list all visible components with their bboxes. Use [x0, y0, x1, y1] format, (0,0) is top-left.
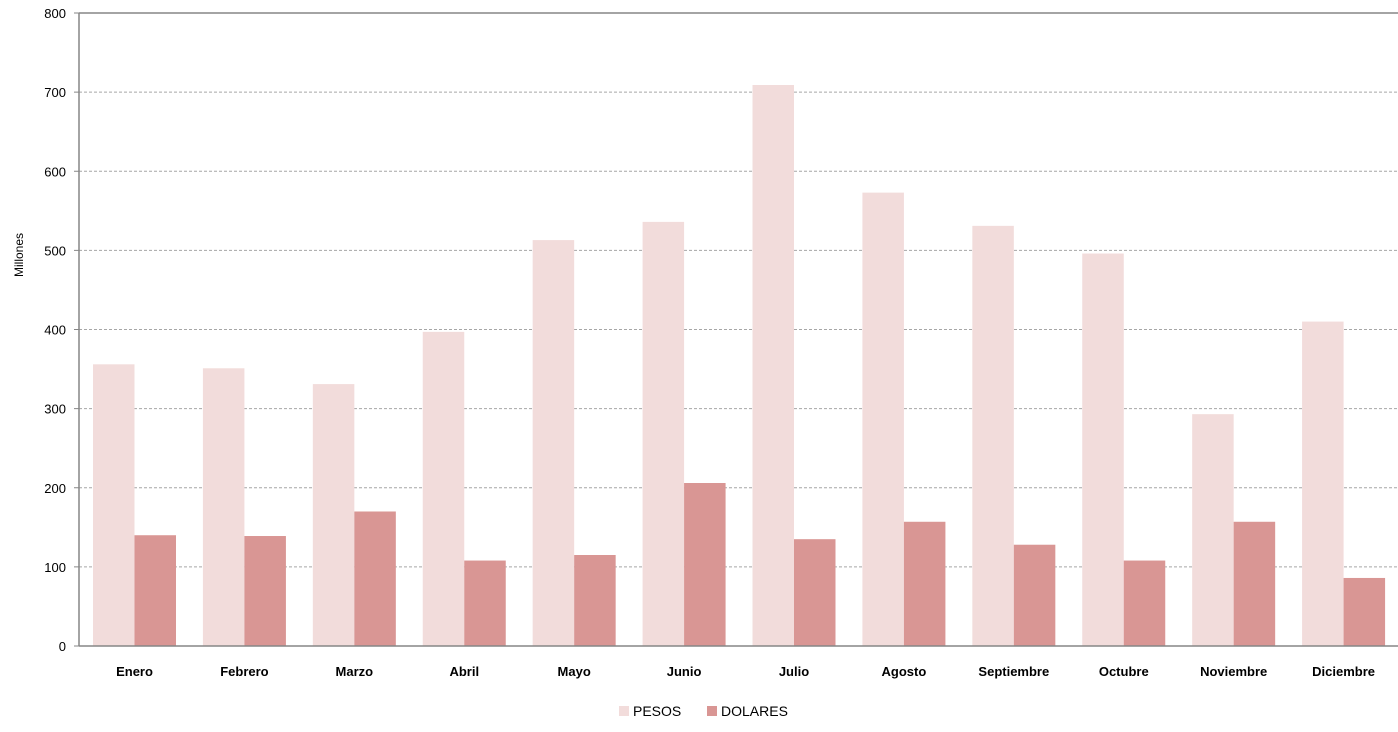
- bar-dolares-noviembre: [1233, 521, 1276, 646]
- bar-dolares-febrero: [244, 536, 286, 646]
- x-tick-label: Febrero: [220, 664, 268, 679]
- x-tick-label: Julio: [779, 664, 809, 679]
- x-tick-label: Mayo: [558, 664, 591, 679]
- bar-dolares-mayo: [574, 555, 616, 646]
- x-tick-label: Marzo: [336, 664, 374, 679]
- bar-dolares-marzo: [354, 511, 396, 646]
- legend-label-dolares: DOLARES: [721, 703, 788, 719]
- bar-pesos-diciembre: [1302, 321, 1344, 646]
- x-tick-label: Diciembre: [1312, 664, 1375, 679]
- bar-pesos-noviembre: [1192, 414, 1234, 646]
- legend-swatch-pesos: [619, 706, 629, 716]
- bar-dolares-octubre: [1123, 560, 1166, 646]
- bar-pesos-febrero: [202, 368, 245, 646]
- x-tick-label: Septiembre: [978, 664, 1049, 679]
- y-tick-label: 100: [44, 560, 66, 575]
- bar-dolares-abril: [464, 560, 506, 646]
- y-tick-label: 800: [44, 6, 66, 21]
- bar-pesos-agosto: [862, 192, 904, 646]
- bar-dolares-diciembre: [1343, 577, 1386, 646]
- x-tick-label: Agosto: [882, 664, 927, 679]
- bar-pesos-junio: [642, 221, 685, 646]
- x-tick-label: Junio: [667, 664, 702, 679]
- bar-dolares-junio: [684, 483, 726, 646]
- legend: PESOS DOLARES: [619, 703, 788, 719]
- y-tick-label: 700: [44, 85, 66, 100]
- y-tick-label: 300: [44, 402, 66, 417]
- y-tick-label: 200: [44, 481, 66, 496]
- legend-swatch-dolares: [707, 706, 717, 716]
- bar-pesos-abril: [422, 331, 465, 646]
- bar-dolares-julio: [794, 539, 836, 646]
- y-tick-label: 500: [44, 243, 66, 258]
- bar-pesos-enero: [93, 364, 135, 646]
- bar-pesos-septiembre: [972, 225, 1014, 646]
- y-tick-label: 600: [44, 164, 66, 179]
- bar-dolares-enero: [134, 535, 176, 646]
- bar-pesos-octubre: [1082, 253, 1124, 647]
- x-tick-label: Noviembre: [1200, 664, 1267, 679]
- bar-pesos-marzo: [312, 384, 355, 646]
- x-tick-label: Enero: [116, 664, 153, 679]
- x-tick-label: Abril: [449, 664, 479, 679]
- bar-pesos-julio: [752, 85, 794, 646]
- axes: [74, 12, 1398, 647]
- y-axis-title: Millones: [12, 233, 26, 277]
- y-tick-label: 0: [59, 639, 66, 654]
- bars: [93, 85, 1386, 647]
- x-tick-label: Octubre: [1099, 664, 1149, 679]
- legend-label-pesos: PESOS: [633, 703, 681, 719]
- labels: 0 100 200 300 400 500 600 700 800 Enero Febrero Mar…: [44, 6, 1375, 679]
- bar-pesos-mayo: [532, 240, 575, 646]
- bar-dolares-agosto: [903, 521, 946, 646]
- bar-dolares-septiembre: [1013, 544, 1056, 646]
- y-tick-label: 400: [44, 323, 66, 338]
